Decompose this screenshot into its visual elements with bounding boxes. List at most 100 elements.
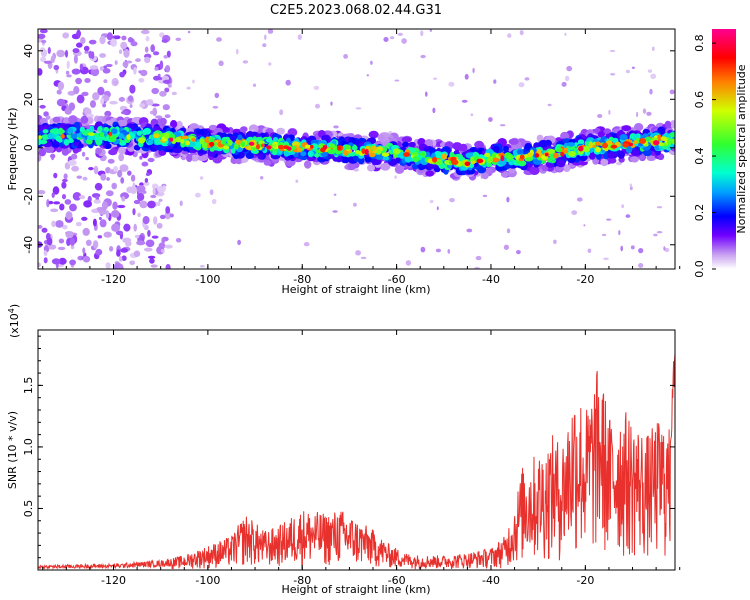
spectrogram-speckle [474, 266, 480, 269]
spectrogram-speckle [52, 186, 60, 195]
spectrogram-speckle [470, 113, 474, 117]
spectrogram-speckle [66, 74, 72, 78]
spectrogram-speckle [117, 204, 126, 209]
spectrogram-blob [87, 134, 96, 141]
spectrogram-speckle [447, 249, 451, 254]
spectrogram-speckle [343, 54, 348, 59]
y-tick-label: 1.0 [22, 438, 35, 456]
spectrogram-blob [164, 132, 170, 139]
spectrogram-speckle [105, 63, 113, 68]
spectrogram-blob [630, 156, 639, 163]
spectrogram-speckle [646, 111, 652, 116]
spectrogram-blob [639, 138, 647, 144]
spectrogram-speckle [109, 246, 114, 252]
spectrogram-speckle [656, 206, 663, 209]
spectrogram-speckle [606, 218, 612, 221]
spectrogram-blob [380, 162, 391, 171]
spectrogram-speckle [51, 220, 56, 228]
spectrogram-blob [486, 158, 493, 164]
spectrogram-speckle [137, 212, 141, 218]
spectrogram-speckle [119, 264, 124, 269]
spectrogram-speckle [72, 192, 82, 201]
spectrogram-blob [646, 154, 657, 161]
spectrogram-blob [126, 134, 131, 141]
snr-multiplier-label: (x104) [7, 304, 21, 338]
spectrogram-speckle [129, 84, 136, 94]
spectrogram-blob [67, 127, 74, 134]
spectrogram-blob [170, 120, 178, 129]
spectrogram-speckle [433, 77, 438, 80]
spectrogram-image [38, 29, 675, 269]
spectrogram-blob [68, 115, 78, 124]
spectrogram-speckle [134, 234, 140, 239]
spectrogram-speckle [587, 248, 592, 254]
spectrogram-blob [97, 139, 103, 145]
spectrogram-speckle [636, 111, 639, 118]
spectrogram-speckle [436, 206, 439, 211]
spectrogram-blob [534, 153, 540, 158]
spectrogram-blob [619, 134, 628, 141]
spectrogram-speckle [161, 237, 166, 244]
spectrogram-speckle [135, 58, 141, 62]
spectrogram-speckle [56, 89, 62, 95]
spectrogram-speckle [448, 81, 455, 87]
spectrogram-speckle [127, 170, 132, 176]
spectrogram-speckle [625, 69, 630, 74]
spectrogram-speckle [165, 65, 171, 73]
x-tick-label: -80 [293, 273, 311, 286]
spectrogram-speckle [167, 83, 172, 88]
spectrogram-speckle [147, 157, 155, 163]
spectrogram-blob [432, 156, 438, 163]
spectrogram-speckle [81, 216, 88, 221]
spectrogram-blob [529, 166, 540, 176]
spectrogram-speckle [313, 85, 320, 90]
spectrogram-speckle [649, 88, 653, 95]
spectrogram-speckle [506, 196, 510, 203]
spectrogram-speckle [499, 124, 506, 127]
spectrogram-blob [349, 151, 356, 157]
spectrogram-blob [403, 152, 411, 157]
spectrogram-blob [491, 152, 498, 159]
spectrogram-blob [667, 138, 672, 145]
spectrogram-blob [392, 148, 401, 155]
spectrogram-speckle [50, 208, 59, 213]
spectrogram-speckle [53, 172, 58, 179]
spectrogram-speckle [55, 220, 64, 228]
spectrogram-speckle [218, 60, 224, 67]
spectrogram-speckle [547, 103, 552, 107]
spectrogram-blob [95, 147, 102, 155]
spectrogram-speckle [162, 79, 171, 84]
spectrogram-blob [548, 149, 556, 154]
spectrogram-blob [524, 157, 533, 162]
spectrogram-speckle [488, 117, 493, 122]
spectrogram-speckle [64, 49, 69, 58]
spectrogram-speckle [132, 208, 136, 216]
spectrogram-blob [118, 146, 126, 155]
spectrogram-speckle [518, 82, 525, 88]
spectrogram-blob [401, 136, 412, 143]
spectrogram-speckle [355, 250, 361, 256]
spectrogram-speckle [209, 189, 214, 196]
spectrogram-speckle [332, 210, 338, 213]
spectrogram-speckle [211, 198, 217, 205]
spectrogram-blob [425, 170, 435, 177]
spectrogram-speckle [118, 153, 125, 162]
spectrogram-blob [371, 158, 381, 165]
spectrogram-speckle [139, 155, 143, 160]
spectrogram-speckle [100, 97, 104, 105]
colorbar-tick-label: 0.0 [693, 260, 706, 278]
spectrogram-speckle [41, 39, 47, 44]
spectrogram-blob [516, 149, 524, 155]
spectrogram-speckle [179, 200, 183, 207]
spectrogram-speckle [642, 108, 647, 114]
spectrogram-speckle [267, 29, 274, 34]
spectrogram-blob [610, 144, 618, 149]
spectrogram-speckle [105, 262, 111, 269]
spectrogram-speckle [516, 250, 521, 255]
spectrogram-speckle [603, 257, 609, 261]
spectrogram-speckle [214, 92, 220, 99]
spectrogram-speckle [610, 73, 616, 76]
snr-y-ticks: 0.5 1.0 1.5 [22, 335, 675, 559]
spectrogram-speckle [106, 177, 110, 181]
